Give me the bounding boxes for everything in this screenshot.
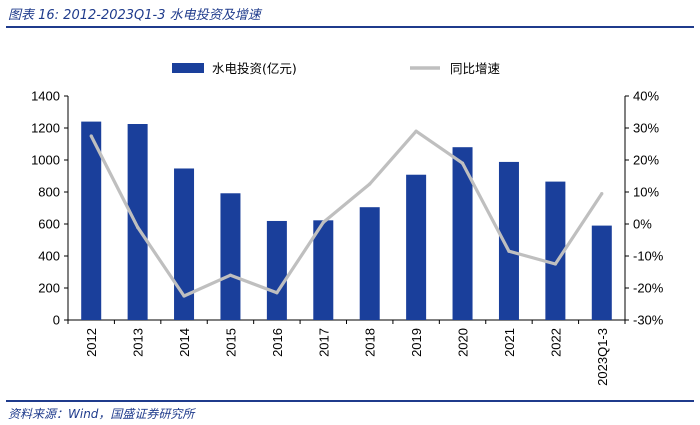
x-axis-tick-label: 2019 [409,328,424,357]
legend-swatch-bar [172,63,204,73]
x-axis-tick-label: 2023Q1-3 [595,328,610,386]
growth-point [600,192,604,196]
x-axis-tick-label: 2022 [548,328,563,357]
x-axis-tick-label: 2013 [131,328,146,357]
legend-label-line: 同比增速 [450,61,501,76]
chart-title: 图表 16: 2012-2023Q1-3 水电投资及增速 [8,8,261,23]
right-axis-tick-label: 30% [633,121,659,136]
x-axis-tick-label: 2014 [177,328,192,357]
growth-point [89,134,93,138]
x-axis-tick-label: 2021 [502,328,517,357]
left-axis-tick-label: 800 [38,185,60,200]
growth-point [228,273,233,277]
bar [406,174,427,320]
bar [498,161,519,320]
left-axis-tick-label: 200 [38,281,60,296]
bar [81,121,102,320]
x-axis-tick-label: 2015 [223,328,238,357]
bar [127,124,148,320]
growth-point [275,291,279,295]
bar [545,181,566,320]
left-axis-tick-label: 0 [53,313,60,328]
growth-point [507,249,511,253]
right-axis-tick-label: 0% [633,217,652,232]
growth-point [182,294,186,298]
growth-point [553,262,557,266]
right-axis-tick-label: 10% [633,185,659,200]
x-axis-tick-label: 2017 [316,328,331,357]
right-axis-tick-label: -20% [633,281,664,296]
right-axis-tick-label: -30% [633,313,664,328]
left-axis-tick-label: 1400 [31,89,60,104]
bar [452,147,473,320]
growth-point [460,161,465,165]
growth-line [89,129,604,298]
legend-label-bar: 水电投资(亿元) [212,61,297,76]
growth-point [414,129,418,133]
growth-point [321,220,325,224]
bar [220,193,241,320]
left-axis-tick-label: 600 [38,217,60,232]
right-axis-tick-label: -10% [633,249,664,264]
bar [313,220,334,320]
x-axis-tick-label: 2012 [84,328,99,357]
bar [266,220,287,320]
bottom-divider [6,400,694,402]
bar [591,225,612,320]
legend: 水电投资(亿元) 同比增速 [172,61,501,76]
plot-area: 0 200 400 600 800 1000 1200 1400 -30% -20% -10% 0% 1… [31,89,664,386]
x-axis-tick-label: 2018 [363,328,378,357]
left-axis-tick-label: 1200 [31,121,60,136]
x-axis-tick-label: 2016 [270,328,285,357]
left-axis-tick-label: 1000 [31,153,60,168]
bar [359,207,380,320]
bar [174,168,195,320]
right-axis-tick-label: 20% [633,153,659,168]
source-note: 资料来源：Wind，国盛证券研究所 [8,407,195,421]
x-axis-tick-label: 2020 [456,328,471,357]
growth-point [136,225,140,229]
growth-point [368,182,372,186]
right-axis-tick-label: 40% [633,89,659,104]
left-axis-tick-label: 400 [38,249,60,264]
top-divider [6,26,694,28]
